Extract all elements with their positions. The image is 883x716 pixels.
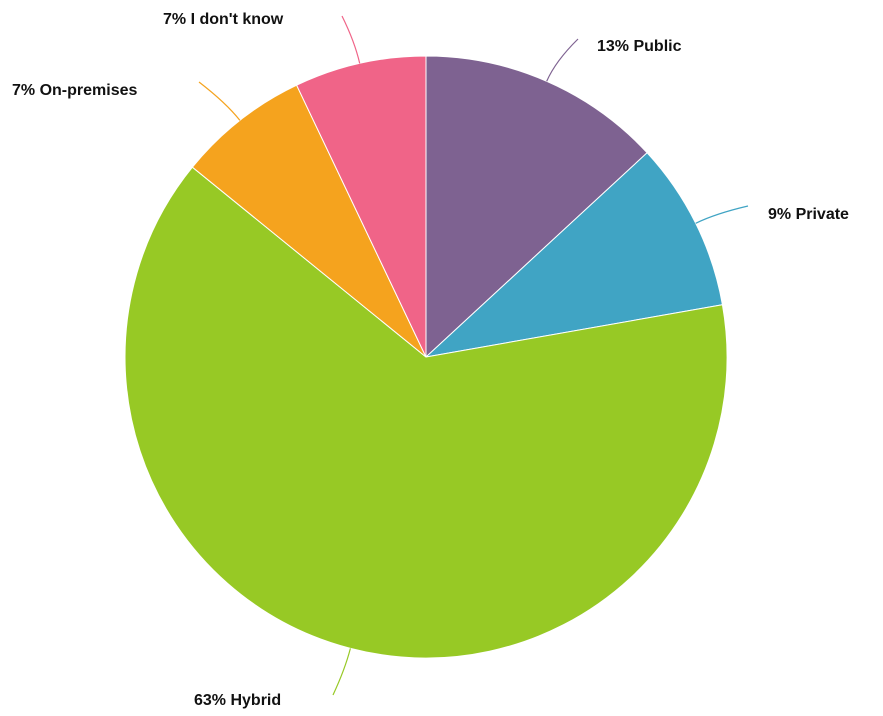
label-private: 9% Private <box>768 206 849 223</box>
slice-labels: 13% Public 9% Private 63% Hybrid 7% On-p… <box>12 11 849 709</box>
pie-slice-private <box>424 152 724 358</box>
leader-line-private <box>695 205 749 224</box>
leader-line-on-premises <box>198 81 241 121</box>
leader-line-i-dont-know <box>341 15 361 64</box>
leader-lines <box>198 15 749 696</box>
leader-line-public <box>546 38 579 82</box>
pie-slices <box>124 55 728 659</box>
label-public: 13% Public <box>597 38 682 55</box>
label-hybrid: 63% Hybrid <box>194 692 281 709</box>
label-i-dont-know: 7% I don't know <box>163 11 284 28</box>
pie-slice-hybrid <box>124 166 728 659</box>
leader-line-hybrid <box>332 648 351 696</box>
label-on-premises: 7% On-premises <box>12 82 137 99</box>
pie-slice-on-premises <box>191 84 427 358</box>
